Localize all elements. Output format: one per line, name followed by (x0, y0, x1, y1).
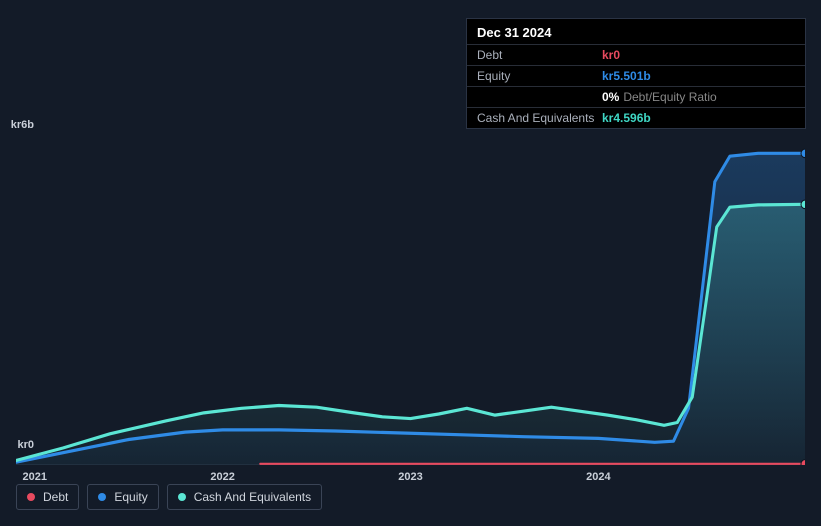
y-axis-label: kr0 (17, 439, 34, 451)
legend-dot-icon (178, 493, 186, 501)
legend-item[interactable]: Cash And Equivalents (167, 484, 322, 510)
chart-svg (16, 125, 805, 465)
legend-item[interactable]: Equity (87, 484, 158, 510)
legend-dot-icon (27, 493, 35, 501)
tooltip-value: kr0 (602, 48, 620, 62)
chart-container: Dec 31 2024 Debtkr0Equitykr5.501b0%Debt/… (0, 0, 821, 526)
tooltip-suffix: Debt/Equity Ratio (623, 90, 716, 104)
tooltip-value: kr4.596b (602, 111, 651, 125)
legend-dot-icon (98, 493, 106, 501)
tooltip-value: 0%Debt/Equity Ratio (602, 90, 717, 104)
chart-tooltip: Dec 31 2024 Debtkr0Equitykr5.501b0%Debt/… (466, 18, 806, 129)
legend-item[interactable]: Debt (16, 484, 79, 510)
tooltip-row: Debtkr0 (467, 44, 805, 65)
legend-label: Debt (43, 490, 68, 504)
chart-plot-area: kr6bkr0 2021202220232024 (16, 125, 805, 465)
x-axis-label: 2023 (398, 471, 422, 483)
x-axis-label: 2021 (23, 471, 47, 483)
y-axis-label: kr6b (11, 119, 34, 131)
chart-legend: Debt Equity Cash And Equivalents (16, 484, 322, 510)
tooltip-row: 0%Debt/Equity Ratio (467, 86, 805, 107)
tooltip-label: Cash And Equivalents (477, 111, 602, 125)
x-axis-label: 2024 (586, 471, 610, 483)
tooltip-row: Cash And Equivalentskr4.596b (467, 107, 805, 128)
legend-label: Cash And Equivalents (194, 490, 311, 504)
tooltip-label: Equity (477, 69, 602, 83)
legend-label: Equity (114, 490, 147, 504)
tooltip-label (477, 90, 602, 104)
tooltip-label: Debt (477, 48, 602, 62)
tooltip-row: Equitykr5.501b (467, 65, 805, 86)
x-axis-label: 2022 (210, 471, 234, 483)
tooltip-value: kr5.501b (602, 69, 651, 83)
tooltip-date: Dec 31 2024 (467, 19, 805, 44)
